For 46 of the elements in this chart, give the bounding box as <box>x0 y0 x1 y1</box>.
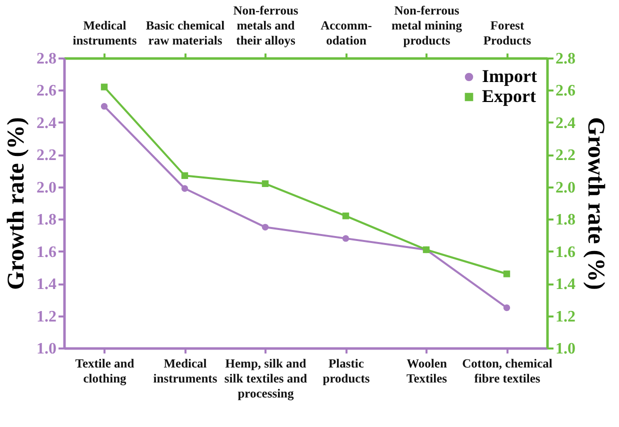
y2-tick-label: 2.0 <box>556 179 576 196</box>
text: Non-ferrous metals and their alloys <box>233 4 298 48</box>
text: Accomm- odation <box>320 18 372 48</box>
y2-tick-label: 2.8 <box>556 50 576 68</box>
legend-label: Export <box>482 86 536 106</box>
y-tick-label: 2.8 <box>36 50 56 68</box>
y-tick-label: 1.4 <box>36 276 56 294</box>
point <box>181 185 188 192</box>
y2-tick-label: 2.4 <box>556 114 576 132</box>
x-tick-label: Cotton, chemical fibre textiles <box>462 356 553 386</box>
y2-axis-title: Growth rate (%) <box>582 117 608 290</box>
point <box>100 84 108 90</box>
y2-tick-label: 1.4 <box>556 276 576 294</box>
x-tick-label: Textile and clothing <box>75 356 134 386</box>
point <box>262 224 269 231</box>
y2-tick-label: 1.6 <box>556 244 576 261</box>
x-tick-label: Woolen Textiles <box>406 356 448 386</box>
point <box>262 180 269 188</box>
text: Basic chemical raw materials <box>146 18 226 48</box>
text: Forest Products <box>483 18 532 48</box>
y-tick-label: 2.6 <box>36 82 56 100</box>
point <box>503 304 510 312</box>
y2-tick-label: 2.2 <box>556 147 576 164</box>
y-tick-label: 1.0 <box>36 340 56 358</box>
point <box>503 270 510 278</box>
legend-label: Import <box>482 66 537 86</box>
y2-tick-label: 1.0 <box>556 340 576 358</box>
y-tick-label: 1.8 <box>36 212 56 229</box>
x-tick-label: Plastic products <box>322 356 370 386</box>
x-tick-label: Medical instruments <box>153 356 218 386</box>
point <box>342 235 350 242</box>
y2-tick-label: 2.6 <box>556 82 576 100</box>
y2-tick-label: 1.2 <box>556 308 576 326</box>
y-tick-label: 2.0 <box>36 179 56 196</box>
y-tick-label: 1.2 <box>36 308 56 326</box>
point <box>181 172 188 179</box>
y-tick-label: 1.6 <box>36 244 56 261</box>
y-axis-title: Growth rate (%) <box>4 117 30 290</box>
y-tick-label: 2.2 <box>36 147 56 164</box>
text: Non-ferrous metal mining products <box>392 4 463 48</box>
point <box>100 102 108 110</box>
x-tick-label: Hemp, silk and silk textiles and processing <box>224 356 308 400</box>
y2-tick-label: 1.8 <box>556 212 576 229</box>
point <box>342 212 350 220</box>
y-tick-label: 2.4 <box>36 114 56 132</box>
text: Medical instruments <box>72 18 137 48</box>
